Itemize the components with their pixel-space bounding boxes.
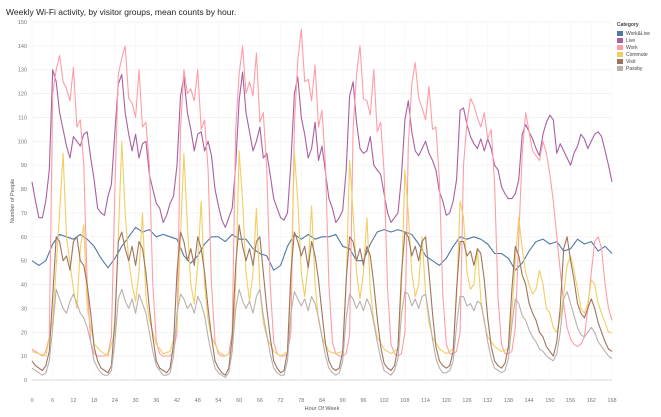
legend-item: Commute: [617, 51, 650, 58]
legend-swatch: [617, 52, 623, 57]
legend-title: Category: [617, 22, 639, 28]
legend-item: Work: [617, 44, 650, 51]
x-tick-label: 114: [421, 398, 430, 404]
x-tick-label: 42: [174, 398, 180, 404]
series-lines: [31, 28, 613, 379]
legend-label: Work: [626, 44, 638, 51]
y-tick-label: 50: [21, 259, 27, 265]
y-tick-label: 60: [21, 235, 27, 241]
y-tick-label: 90: [21, 163, 27, 169]
x-axis-ticks: 0 6 12 18 24 30 36 42 48 54 60 66 72 78 84 90 96 102 108 11…: [30, 398, 616, 404]
chart-title: Weekly Wi-Fi activity, by visitor groups…: [6, 7, 237, 17]
legend-swatch: [617, 59, 623, 64]
x-tick-label: 66: [257, 398, 263, 404]
legend-swatch: [617, 66, 623, 71]
y-tick-label: 110: [18, 115, 27, 121]
x-tick-label: 36: [153, 398, 159, 404]
x-tick-label: 0: [30, 398, 33, 404]
x-tick-label: 84: [319, 398, 325, 404]
y-tick-label: 0: [24, 378, 27, 384]
x-tick-label: 60: [236, 398, 242, 404]
x-tick-label: 78: [298, 398, 304, 404]
y-tick-label: 70: [21, 211, 27, 217]
x-tick-label: 54: [215, 398, 221, 404]
x-tick-label: 96: [360, 398, 366, 404]
y-tick-label: 150: [18, 20, 27, 26]
legend-swatch: [617, 45, 623, 50]
legend-item: Live: [617, 37, 650, 44]
x-tick-label: 120: [442, 398, 451, 404]
x-tick-label: 48: [195, 398, 201, 404]
legend-label: Work&Live: [626, 30, 651, 37]
x-tick-label: 12: [70, 398, 76, 404]
y-axis-ticks: 0 10 20 30 40 50 60 70 80 90 100 110 120 130 140 150: [18, 20, 27, 384]
grid-lines: [31, 21, 613, 381]
x-tick-label: 24: [112, 398, 118, 404]
y-tick-label: 30: [21, 306, 27, 312]
x-tick-label: 168: [607, 398, 616, 404]
x-tick-label: 30: [133, 398, 139, 404]
x-tick-label: 102: [380, 398, 389, 404]
x-tick-label: 108: [400, 398, 409, 404]
x-tick-label: 90: [340, 398, 346, 404]
legend-swatch: [617, 31, 623, 36]
legend-label: Visit: [626, 58, 636, 65]
x-axis-label: Hour Of Week: [305, 406, 340, 412]
x-tick-label: 126: [462, 398, 471, 404]
y-tick-label: 130: [18, 68, 27, 74]
x-tick-label: 6: [51, 398, 54, 404]
legend-item: Work&Live: [617, 30, 650, 37]
legend-item: Passby: [617, 65, 650, 72]
legend-item: Visit: [617, 58, 650, 65]
x-tick-label: 156: [566, 398, 575, 404]
y-axis-label: Number of People: [10, 179, 16, 223]
legend-items: Work&Live Live Work Commute Visit Passby: [617, 30, 650, 72]
legend-swatch: [617, 38, 623, 43]
series-line-work-live: [31, 226, 613, 271]
legend-label: Live: [626, 37, 636, 44]
legend-label: Passby: [626, 65, 643, 72]
x-tick-label: 162: [587, 398, 596, 404]
x-tick-label: 144: [525, 398, 534, 404]
series-line-live: [31, 69, 613, 228]
y-tick-label: 20: [21, 330, 27, 336]
y-tick-label: 140: [18, 44, 27, 50]
y-tick-label: 100: [18, 139, 27, 145]
series-line-visit: [31, 224, 613, 376]
y-tick-label: 80: [21, 187, 27, 193]
legend-label: Commute: [626, 51, 648, 58]
x-tick-label: 72: [278, 398, 284, 404]
x-tick-label: 18: [91, 398, 97, 404]
y-tick-label: 10: [21, 354, 27, 360]
series-line-passby: [31, 288, 613, 379]
x-tick-label: 150: [545, 398, 554, 404]
y-tick-label: 40: [21, 283, 27, 289]
x-tick-label: 138: [504, 398, 513, 404]
series-line-work: [31, 28, 613, 357]
y-tick-label: 120: [18, 92, 27, 98]
legend: Category Work&Live Live Work Commute Visit Pa…: [617, 22, 650, 72]
x-tick-label: 132: [483, 398, 492, 404]
